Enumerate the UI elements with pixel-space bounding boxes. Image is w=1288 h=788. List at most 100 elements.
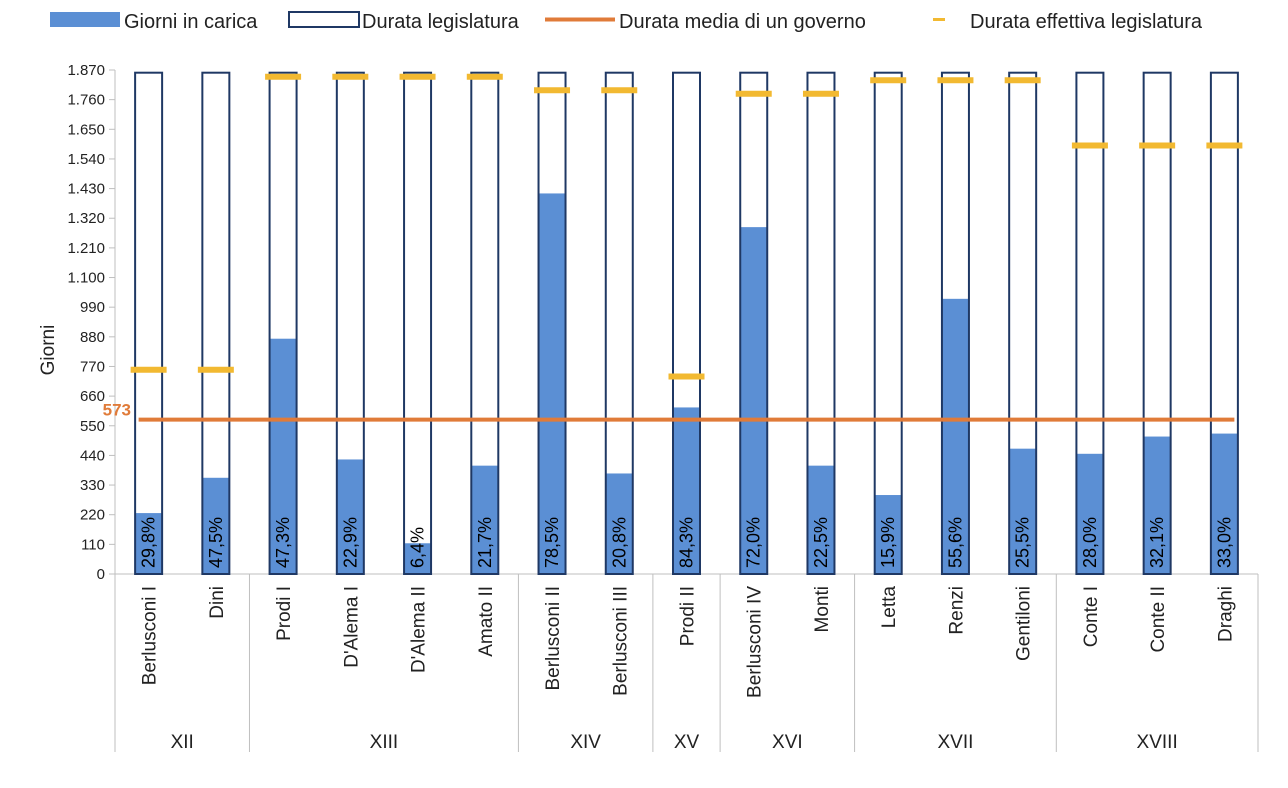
data-label: 55,6% <box>945 517 965 568</box>
y-tick-label: 1.540 <box>67 151 105 168</box>
y-tick-label: 110 <box>81 536 105 553</box>
bar-giorni-in-carica <box>336 459 364 574</box>
data-label: 15,9% <box>878 517 898 568</box>
group-label: XV <box>674 732 700 753</box>
legend: Giorni in carica Durata legislatura Dura… <box>50 11 1203 33</box>
y-tick-label: 1.210 <box>67 240 105 257</box>
bar-durata-legislatura <box>1075 71 1105 575</box>
average-label: 573 <box>103 401 131 420</box>
bar-durata-legislatura <box>537 71 567 575</box>
data-label: 72,0% <box>744 517 764 568</box>
group-label: XVII <box>937 732 973 753</box>
data-label: 32,1% <box>1147 517 1167 568</box>
bar-durata-legislatura <box>672 71 701 575</box>
group-label: XII <box>171 732 194 753</box>
data-label: 21,7% <box>475 517 495 568</box>
bar-durata-legislatura <box>1008 71 1038 575</box>
x-tick-label: Draghi <box>1215 586 1236 642</box>
x-tick-label: D'Alema I <box>341 586 362 668</box>
x-tick-label: Prodi I <box>274 586 295 641</box>
bar-giorni-in-carica <box>1076 453 1104 574</box>
bar-durata-legislatura <box>940 71 970 575</box>
bar-durata-legislatura <box>1209 71 1239 575</box>
bar-giorni-in-carica <box>202 477 230 574</box>
bar-durata-legislatura <box>739 71 769 575</box>
data-label: 33,0% <box>1214 517 1234 568</box>
data-label: 47,5% <box>206 517 226 568</box>
legend-label-media: Durata media di un governo <box>619 11 866 33</box>
data-label: 28,0% <box>1080 517 1100 568</box>
x-tick-label: Gentiloni <box>1014 586 1035 661</box>
data-label: 6,4% <box>408 527 428 568</box>
group-label: XIII <box>370 732 399 753</box>
x-tick-label: Berlusconi II <box>543 586 564 691</box>
bar-giorni-in-carica <box>941 298 969 574</box>
x-tick-label: Berlusconi I <box>140 586 161 685</box>
y-tick-label: 990 <box>80 299 105 316</box>
x-tick-label: Monti <box>812 586 833 632</box>
data-label: 25,5% <box>1013 517 1033 568</box>
y-tick-label: 550 <box>80 418 105 435</box>
bar-giorni-in-carica <box>538 193 566 574</box>
x-tick-label: Amato II <box>476 586 497 657</box>
x-tick-label: Renzi <box>946 586 967 635</box>
y-tick-label: 220 <box>80 507 105 524</box>
data-label: 78,5% <box>542 517 562 568</box>
x-tick-label: Berlusconi III <box>610 586 631 696</box>
y-tick-label: 1.650 <box>67 121 105 138</box>
x-tick-label: Conte I <box>1081 586 1102 647</box>
bar-giorni-in-carica <box>807 465 835 574</box>
bar-durata-legislatura <box>335 71 365 575</box>
legend-swatch-durata <box>288 11 360 28</box>
x-tick-label: Dini <box>207 586 228 619</box>
data-label: 22,9% <box>340 517 360 568</box>
bar-giorni-in-carica <box>740 227 768 575</box>
bar-giorni-in-carica <box>471 465 499 574</box>
bar-durata-legislatura <box>134 71 164 575</box>
data-label: 84,3% <box>677 517 697 568</box>
y-tick-label: 1.100 <box>67 270 105 287</box>
bar-giorni-in-carica <box>269 338 297 574</box>
y-tick-label: 1.760 <box>67 92 105 109</box>
x-tick-label: Berlusconi IV <box>745 586 766 698</box>
y-tick-label: 330 <box>80 477 105 494</box>
bar-giorni-in-carica <box>673 407 700 574</box>
bar-durata-legislatura <box>873 71 903 575</box>
bar-giorni-in-carica <box>404 543 432 574</box>
bar-giorni-in-carica <box>874 495 902 574</box>
data-label: 29,8% <box>139 517 159 568</box>
y-tick-label: 880 <box>80 329 105 346</box>
y-tick-label: 1.870 <box>67 62 105 79</box>
data-label: 20,8% <box>609 517 629 568</box>
legend-label-giorni: Giorni in carica <box>124 11 258 33</box>
bar-giorni-in-carica <box>1210 433 1238 574</box>
data-label: 22,5% <box>811 517 831 568</box>
group-label: XVI <box>772 732 803 753</box>
y-tick-label: 1.430 <box>67 181 105 198</box>
y-tick-label: 660 <box>80 388 105 405</box>
y-tick-label: 440 <box>80 447 105 464</box>
x-tick-label: Conte II <box>1148 586 1169 653</box>
legend-label-effettiva: Durata effettiva legislatura <box>970 11 1203 33</box>
bar-giorni-in-carica <box>605 473 633 574</box>
y-axis-label: Giorni <box>38 325 59 376</box>
plot-area: 0 110 220 330 440 550 660 770 880 990 1.100 1.210 1.… <box>67 62 1259 753</box>
bar-durata-legislatura <box>806 71 836 575</box>
legend-swatch-giorni <box>50 12 120 27</box>
bar-durata-legislatura <box>201 71 231 575</box>
bar-durata-legislatura <box>604 71 634 575</box>
data-label: 47,3% <box>273 517 293 568</box>
legend-label-durata: Durata legislatura <box>362 11 520 33</box>
bar-durata-legislatura <box>470 71 500 575</box>
group-label: XVIII <box>1137 732 1178 753</box>
group-label: XIV <box>570 732 601 753</box>
x-tick-label: D'Alema II <box>409 586 430 673</box>
x-tick-label: Letta <box>879 586 900 629</box>
y-tick-label: 0 <box>97 566 105 583</box>
bar-giorni-in-carica <box>135 513 163 574</box>
bar-durata-legislatura <box>1142 71 1172 575</box>
bar-durata-legislatura <box>268 71 298 575</box>
y-tick-label: 770 <box>80 358 105 375</box>
bar-durata-legislatura <box>403 71 433 575</box>
